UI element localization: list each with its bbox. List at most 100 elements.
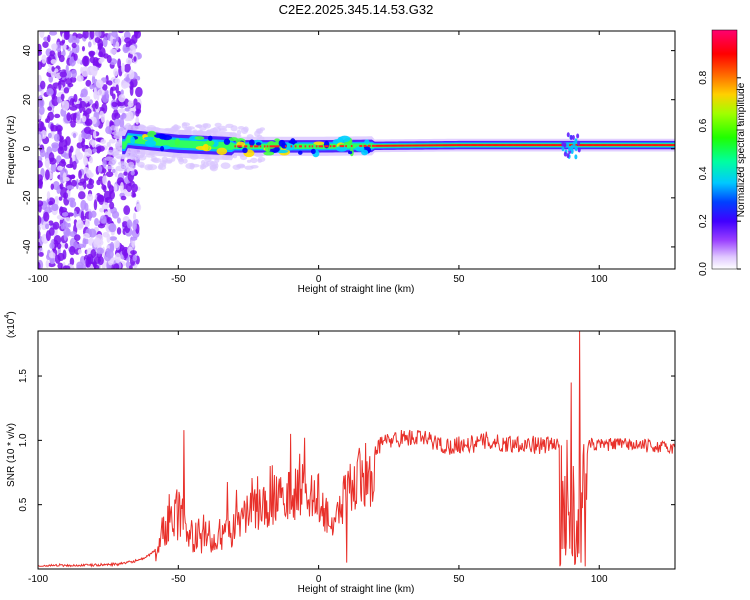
spectrogram-noise-cell (90, 65, 98, 76)
spectrogram-noise-cell (58, 140, 64, 151)
spectrogram-line-core (554, 144, 556, 147)
spectrogram-spread-cell (140, 164, 145, 169)
spectrogram-noise-cell (113, 117, 121, 127)
spectrogram-line-core (453, 144, 455, 147)
spectrogram-noise-cell (65, 136, 71, 146)
spectrogram-noise-cell (38, 160, 43, 169)
spectrogram-noise-cell (62, 219, 67, 230)
spectrogram-line-core (530, 144, 533, 147)
spectrogram-line-core (421, 144, 423, 147)
spectrogram-x-tick-label: 100 (591, 274, 608, 285)
spectrogram-line-core (369, 144, 371, 147)
spectrogram-noise-cell (50, 59, 57, 65)
spectrogram-line-core (604, 144, 607, 147)
spectrogram-line-core (506, 144, 509, 147)
spectrogram-spread-cell (199, 164, 205, 170)
spectrogram-noise-cell (78, 136, 83, 143)
spectrogram-line-core (485, 144, 488, 147)
spectrogram-line-core (659, 144, 662, 147)
spectrogram-line-blob (339, 135, 351, 143)
spectrogram-spread-cell (236, 129, 242, 136)
spectrogram-noise-cell (49, 31, 58, 36)
spectrogram-spread-cell (250, 165, 259, 169)
spectrogram-line-core (531, 144, 534, 147)
spectrogram-noise-cell (80, 93, 84, 98)
spectrogram-line-core (442, 144, 444, 147)
spectrogram-noise-cell (111, 112, 117, 121)
snr-y-tick-label: 1.0 (18, 433, 29, 447)
spectrogram-line-core (350, 145, 353, 148)
spectrogram-noise-cell (76, 151, 84, 160)
spectrogram-noise-cell (79, 100, 87, 108)
spectrogram-line-core (488, 144, 490, 147)
spectrogram-noise-cell (95, 233, 104, 243)
spectrogram-noise-cell (38, 215, 42, 226)
spectrogram-noise-cell (76, 243, 85, 249)
spectrogram-noise-cell (48, 227, 55, 236)
spectrogram-line-core (575, 144, 577, 147)
spectrogram-line-core (660, 144, 663, 147)
spectrogram-line-blob (361, 149, 369, 156)
spectrogram-line-core (495, 144, 498, 147)
spectrogram-line-core (359, 144, 361, 147)
spectrogram-line-core (491, 144, 493, 147)
spectrogram-line-core (606, 144, 608, 147)
spectrogram-noise-cell (77, 248, 82, 255)
spectrogram-line-core (576, 144, 579, 147)
spectrogram-noise-cell (66, 185, 75, 190)
spectrogram-noise-cell (59, 183, 64, 190)
spectrogram-spread-cell (205, 160, 216, 167)
spectrogram-spread-cell (106, 141, 111, 148)
spectrogram-line-core (249, 145, 252, 148)
spectrogram-noise-cell (38, 200, 44, 207)
spectrogram-noise-cell (67, 83, 74, 88)
spectrogram-noise-cell (51, 144, 58, 153)
spectrogram-noise-cell (63, 192, 69, 199)
spectrogram-line-core (486, 144, 489, 147)
spectrogram-noise-cell (85, 144, 89, 149)
spectrogram-noise-cell (63, 144, 68, 152)
spectrogram-spread-cell (196, 124, 203, 129)
spectrogram-line-core (300, 145, 302, 148)
spectrogram-noise-cell (84, 147, 93, 157)
spectrogram-noise-cell (56, 185, 61, 195)
spectrogram-noise-cell (85, 79, 92, 87)
spectrogram-spread-cell (110, 125, 117, 131)
spectrogram-spread-cell (114, 142, 123, 147)
spectrogram-line-core (548, 144, 551, 147)
spectrogram-line-blob (288, 140, 298, 144)
spectrogram-disturbance-cell (566, 153, 570, 159)
spectrogram-line-core (275, 145, 277, 148)
spectrogram-noise-cell (132, 192, 137, 198)
spectrogram-line-core (618, 144, 621, 147)
spectrogram-x-tick-label: 50 (453, 274, 465, 285)
spectrogram-noise-cell (71, 42, 77, 49)
spectrogram-noise-cell (48, 157, 57, 165)
spectrogram-noise-cell (85, 219, 90, 228)
spectrogram-noise-cell (88, 51, 95, 58)
spectrogram-noise-cell (75, 33, 84, 39)
spectrogram-noise-cell (70, 199, 74, 208)
spectrogram-noise-cell (100, 139, 106, 145)
spectrogram-line-core (418, 144, 420, 147)
spectrogram-noise-cell (110, 35, 114, 45)
spectrogram-noise-cell (75, 37, 80, 44)
spectrogram-noise-cell (86, 133, 92, 140)
spectrogram-line-blob (355, 146, 365, 152)
spectrogram-line-core (373, 144, 375, 147)
spectrogram-line-core (585, 144, 587, 147)
spectrogram-line-core (447, 144, 450, 147)
spectrogram-noise-cell (58, 160, 67, 167)
spectrogram-noise-cell (59, 71, 67, 78)
spectrogram-line-core (371, 144, 374, 147)
spectrogram-noise-cell (72, 132, 77, 139)
spectrogram-noise-cell (78, 191, 86, 200)
spectrogram-line-core (334, 145, 336, 148)
spectrogram-line-core (540, 144, 542, 147)
spectrogram-noise-cell (123, 249, 129, 259)
spectrogram-line-core (437, 144, 440, 147)
spectrogram-line-core (616, 144, 618, 147)
spectrogram-line-core (646, 144, 649, 147)
colorbar-tick-label: 0.2 (698, 214, 709, 228)
spectrogram-line-core (308, 145, 311, 148)
